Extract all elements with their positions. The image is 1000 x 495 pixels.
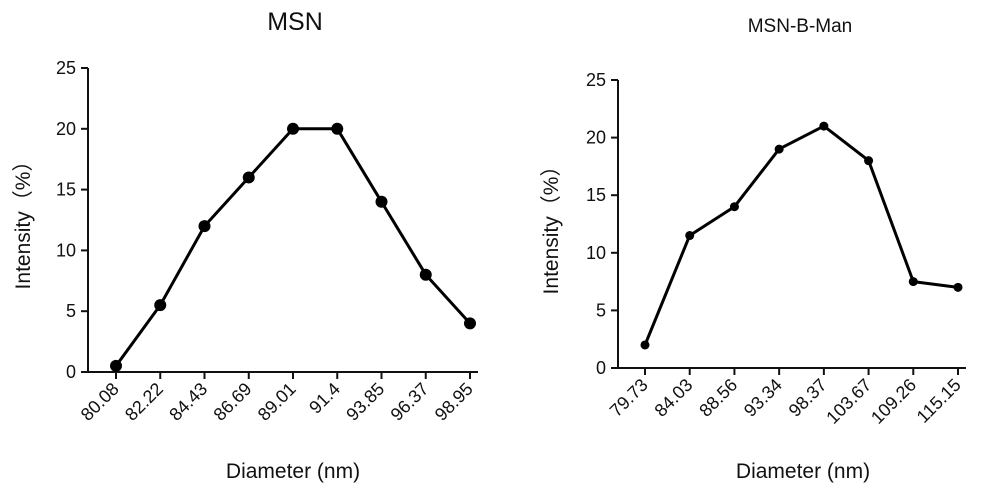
x-tick-label: 82.22 bbox=[121, 379, 167, 425]
data-point bbox=[198, 220, 211, 233]
data-point bbox=[242, 171, 255, 184]
y-tick-label: 5 bbox=[596, 300, 606, 320]
y-tick-label: 25 bbox=[56, 58, 76, 78]
data-point bbox=[908, 277, 918, 287]
chart-msn: MSN Intensity（%） Diameter (nm) 0 5 10 15 20 2… bbox=[12, 8, 478, 483]
y-tick-label: 0 bbox=[596, 358, 606, 378]
y-axis-label: Intensity（%） bbox=[12, 151, 35, 290]
x-tick-label: 84.43 bbox=[165, 379, 211, 425]
y-tick-label: 10 bbox=[56, 240, 76, 260]
data-point bbox=[464, 317, 476, 330]
y-tick-label: 20 bbox=[56, 119, 76, 139]
x-tick-label: 98.95 bbox=[431, 379, 477, 425]
data-point bbox=[110, 359, 122, 372]
data-point bbox=[331, 122, 344, 135]
series-line bbox=[114, 127, 472, 367]
data-point bbox=[864, 156, 874, 166]
y-tick-label: 25 bbox=[586, 70, 606, 90]
y-tick-label: 5 bbox=[66, 301, 76, 321]
x-tick-label: 115.15 bbox=[913, 375, 965, 427]
data-point bbox=[640, 340, 650, 350]
chart-title: MSN bbox=[267, 8, 323, 36]
x-tick-label: 91.4 bbox=[305, 379, 344, 418]
x-tick-label: 86.69 bbox=[210, 379, 256, 425]
data-point bbox=[375, 195, 388, 208]
data-point bbox=[819, 121, 829, 131]
x-axis-label: Diameter (nm) bbox=[736, 460, 870, 483]
x-tick-label: 93.85 bbox=[342, 379, 388, 425]
x-tick-label: 93.34 bbox=[740, 375, 786, 421]
data-point bbox=[287, 122, 299, 135]
x-tick-label: 80.08 bbox=[77, 379, 123, 425]
y-tick-label: 20 bbox=[586, 128, 606, 148]
data-point bbox=[685, 231, 695, 241]
y-tick-label: 15 bbox=[586, 185, 606, 205]
x-tick-label: 79.73 bbox=[606, 375, 652, 421]
x-axis-label: Diameter (nm) bbox=[226, 460, 360, 483]
series-line bbox=[643, 124, 959, 346]
x-tick-label: 88.56 bbox=[695, 375, 741, 421]
y-tick-label: 15 bbox=[56, 180, 76, 200]
x-tick-label: 84.03 bbox=[651, 375, 697, 421]
data-point bbox=[729, 202, 739, 212]
chart-title: MSN-B-Man bbox=[748, 16, 853, 37]
x-tick-label: 109.26 bbox=[867, 375, 920, 428]
data-point bbox=[419, 268, 432, 281]
data-point bbox=[154, 299, 167, 312]
x-tick-label: 89.01 bbox=[254, 379, 300, 425]
y-tick-label: 0 bbox=[66, 362, 76, 382]
y-tick-label: 10 bbox=[586, 243, 606, 263]
data-point bbox=[953, 282, 963, 292]
chart-msn-b-man: MSN-B-Man Intensity（%） Diameter (nm) 0 5 1… bbox=[540, 16, 966, 483]
y-axis-label: Intensity（%） bbox=[540, 156, 563, 295]
data-point bbox=[774, 144, 784, 154]
x-tick-label: 96.37 bbox=[387, 379, 433, 425]
x-tick-label: 103.67 bbox=[822, 375, 875, 428]
